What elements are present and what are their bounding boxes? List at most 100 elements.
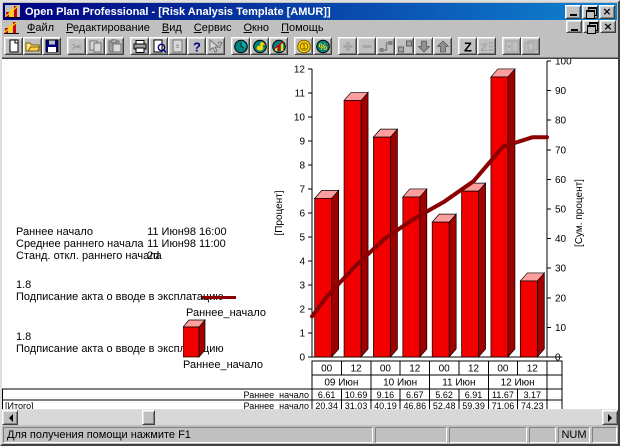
menu-item-file[interactable]: Файл	[27, 21, 55, 34]
arrow-right-icon	[607, 413, 616, 422]
move-up-button[interactable]	[433, 37, 452, 55]
context-help-button: ?	[206, 37, 225, 55]
horizontal-scrollbar[interactable]	[2, 409, 618, 425]
move-down-icon	[417, 40, 430, 52]
svg-text:1: 1	[299, 329, 305, 340]
svg-text:52.48: 52.48	[433, 401, 456, 409]
print-preview-button[interactable]	[149, 37, 168, 55]
close-button[interactable]: ×	[599, 4, 615, 19]
move-down-button[interactable]	[414, 37, 433, 55]
svg-text:9: 9	[299, 137, 305, 148]
print-icon	[133, 39, 146, 53]
sort-icon: Z	[464, 39, 472, 54]
status-panel-4	[592, 427, 617, 443]
print-button[interactable]	[130, 37, 149, 55]
mdi-minimize-button[interactable]	[566, 20, 582, 33]
scroll-right-button[interactable]	[602, 410, 618, 425]
percent-complete-button[interactable]: %	[313, 37, 332, 55]
menu-item-view[interactable]: Вид	[161, 21, 182, 34]
add-icon	[343, 41, 352, 51]
restore-button[interactable]	[582, 4, 598, 19]
svg-text:46.86: 46.86	[404, 401, 427, 409]
svg-text:12: 12	[294, 65, 306, 76]
svg-text:1: 1	[302, 44, 306, 51]
toolbar-group	[502, 37, 540, 55]
stat-row-early-start: Раннее начало 11 Июн98 16:00	[16, 226, 227, 238]
svg-text:✂: ✂	[71, 40, 81, 54]
svg-text:8: 8	[299, 161, 305, 172]
svg-text:12: 12	[468, 364, 480, 375]
save-button[interactable]	[42, 37, 61, 55]
page-setup-button: ±	[168, 37, 187, 55]
svg-text:12: 12	[351, 364, 363, 375]
stat-value: 11 Июн98 11:00	[147, 238, 226, 250]
remove-icon	[362, 44, 371, 48]
svg-text:Z: Z	[464, 39, 472, 54]
svg-text:12: 12	[527, 364, 539, 375]
toolbar-group: ±??	[130, 37, 225, 55]
mdi-restore-button[interactable]	[583, 20, 599, 34]
svg-text:3.17: 3.17	[524, 390, 542, 400]
svg-text:?: ?	[217, 40, 223, 50]
svg-text:00: 00	[497, 364, 509, 375]
status-panel-1	[375, 427, 447, 443]
menu-item-edit[interactable]: Редактирование	[66, 21, 150, 34]
svg-text:3: 3	[299, 281, 305, 292]
svg-text:6: 6	[299, 209, 305, 220]
stat-row-stddev: Станд. откл. раннего начала 2d	[16, 250, 162, 262]
minimize-button[interactable]	[565, 4, 581, 19]
svg-text:10.69: 10.69	[345, 390, 368, 400]
link-button[interactable]	[376, 37, 395, 55]
svg-text:±: ±	[175, 43, 179, 50]
time-analysis-button[interactable]	[231, 37, 250, 55]
line-swatch	[202, 296, 236, 299]
scroll-left-button[interactable]	[2, 410, 18, 425]
cut-button: ✂	[67, 37, 86, 55]
svg-text:[Сум. процент]: [Сум. процент]	[574, 179, 585, 247]
mdi-close-icon: ×	[603, 19, 613, 33]
title-bar[interactable]: Open Plan Professional - [Risk Analysis …	[3, 3, 617, 20]
menu-item-window[interactable]: Окно	[243, 21, 270, 34]
risk-histogram-chart: 01234567891011120102030405060708090100[П…	[2, 59, 585, 409]
cost-icon: 1	[296, 39, 311, 53]
status-num-indicator: NUM	[558, 427, 590, 443]
help-button[interactable]: ?	[187, 37, 206, 55]
svg-text:9.16: 9.16	[377, 390, 395, 400]
cost-button[interactable]: 1	[294, 37, 313, 55]
scrollbar-thumb[interactable]	[142, 410, 155, 425]
sort-button[interactable]: Z	[458, 37, 477, 55]
svg-text:Раннее_начало: Раннее_начало	[244, 401, 310, 409]
paste-button	[105, 37, 124, 55]
close-icon: ×	[602, 4, 612, 18]
new-button[interactable]	[4, 37, 23, 55]
menu-item-help[interactable]: Помощь	[281, 21, 324, 34]
new-icon	[9, 39, 18, 52]
open-button[interactable]	[23, 37, 42, 55]
mdi-close-button[interactable]: ×	[600, 20, 616, 33]
svg-text:5.62: 5.62	[435, 390, 453, 400]
arrow-left-icon	[5, 413, 13, 422]
svg-text:?: ?	[193, 39, 201, 54]
save-icon	[45, 39, 58, 52]
percent-complete-icon: %	[315, 39, 330, 53]
resource-analysis-button[interactable]	[250, 37, 269, 55]
copy-icon	[89, 40, 101, 52]
svg-text:31.03: 31.03	[345, 401, 368, 409]
stat-value: 11 Июн98 16:00	[147, 226, 227, 238]
window-title: Open Plan Professional - [Risk Analysis …	[25, 5, 331, 18]
risk-analysis-icon	[271, 39, 286, 53]
svg-text:[Процент]: [Процент]	[274, 190, 285, 235]
cascade-icon	[524, 40, 537, 52]
legend-entry-text: Подписание акта о вводе в эксплатацию	[16, 291, 224, 303]
svg-text:100: 100	[555, 59, 572, 68]
svg-text:0: 0	[299, 353, 305, 364]
legend-series-label: Раннее_начало	[183, 359, 264, 371]
unlink-button[interactable]	[395, 37, 414, 55]
risk-analysis-button[interactable]	[269, 37, 288, 55]
svg-text:11: 11	[295, 89, 306, 100]
svg-text:12: 12	[409, 364, 421, 375]
app-icon	[5, 5, 20, 18]
help-icon: ?	[193, 39, 201, 54]
menu-item-tools[interactable]: Сервис	[193, 21, 232, 34]
